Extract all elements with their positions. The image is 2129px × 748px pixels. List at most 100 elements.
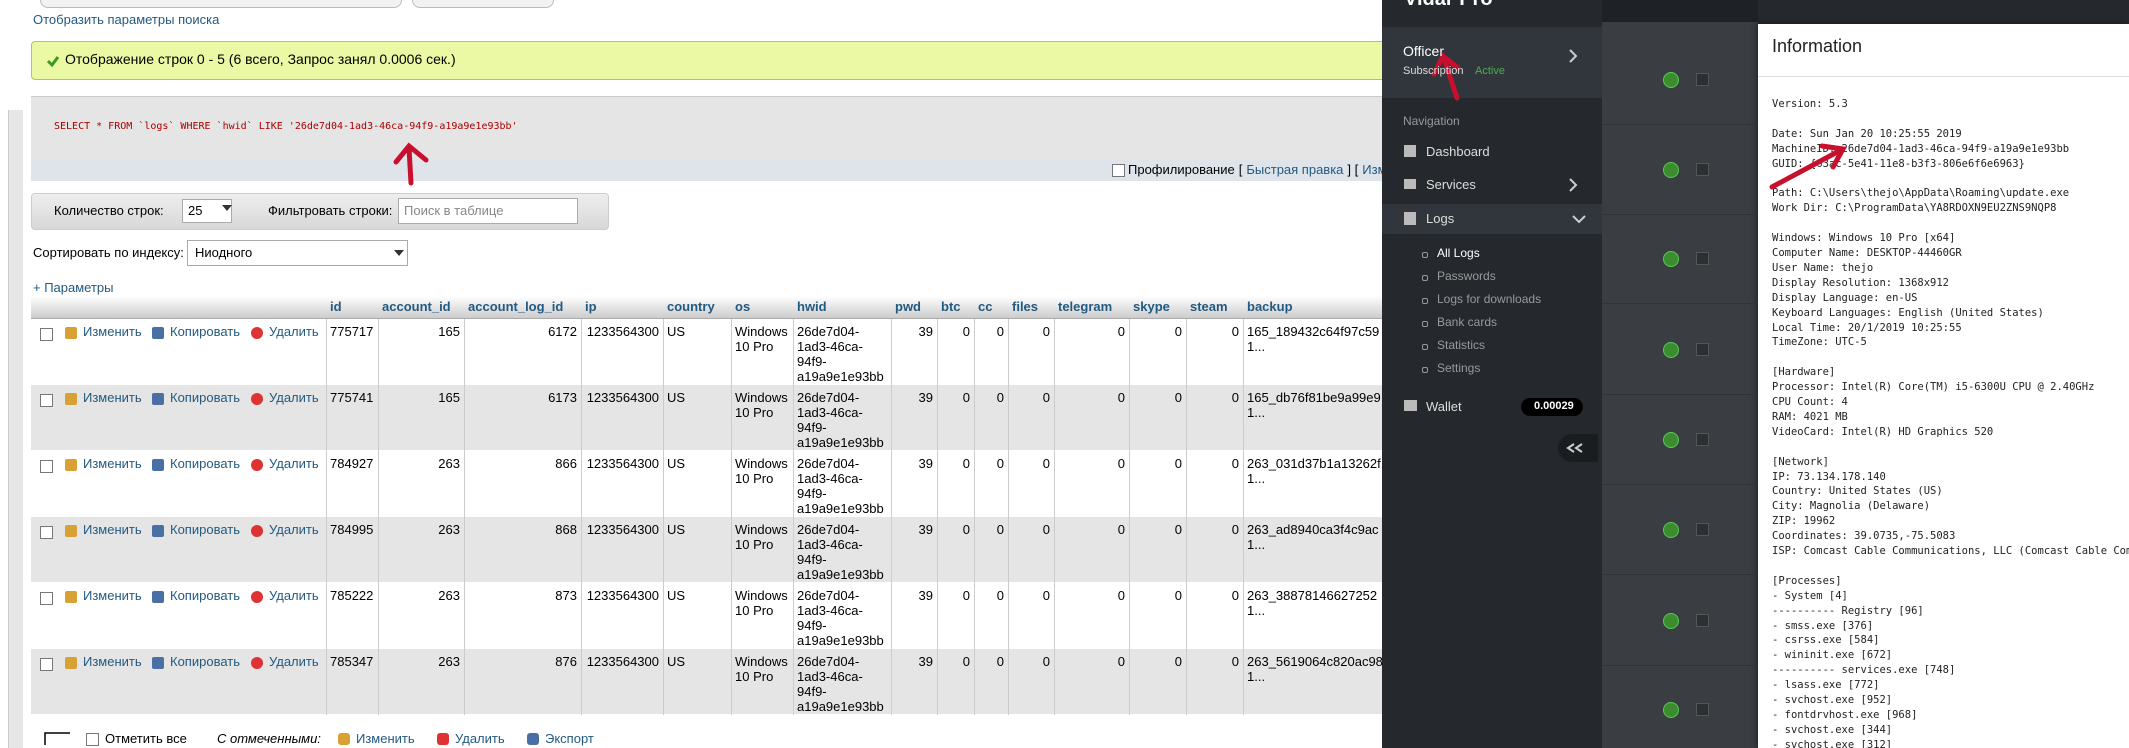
cell-border bbox=[937, 451, 938, 517]
column-header[interactable]: hwid bbox=[797, 299, 827, 314]
column-header[interactable]: cc bbox=[978, 299, 993, 314]
nav-item[interactable]: Services bbox=[1426, 177, 1476, 192]
sort-value[interactable]: Ниодного bbox=[195, 245, 253, 260]
active-item[interactable] bbox=[1382, 204, 1602, 234]
filter-label: Фильтровать строки: bbox=[268, 203, 393, 218]
checkbox[interactable] bbox=[86, 733, 99, 746]
option-text[interactable]: Быстрая правка bbox=[1246, 162, 1344, 177]
action-link[interactable]: Копировать bbox=[170, 324, 240, 339]
action-link[interactable]: Изменить bbox=[83, 324, 142, 339]
rows-value[interactable]: 25 bbox=[188, 203, 203, 218]
action-icon bbox=[251, 591, 263, 603]
row-checkbox[interactable] bbox=[1696, 703, 1709, 716]
cell: 0 bbox=[1231, 522, 1239, 537]
cell: 1... bbox=[1247, 537, 1266, 552]
options-link[interactable]: + Параметры bbox=[33, 280, 114, 295]
nav-item[interactable]: Logs bbox=[1426, 211, 1455, 226]
user-name[interactable]: Officer bbox=[1403, 43, 1444, 59]
column-header[interactable]: skype bbox=[1133, 299, 1170, 314]
action-link[interactable]: Копировать bbox=[170, 456, 240, 471]
footer-link[interactable]: Удалить bbox=[455, 731, 505, 746]
checkbox[interactable] bbox=[1112, 164, 1125, 177]
action-link[interactable]: Копировать bbox=[170, 588, 240, 603]
user-box[interactable] bbox=[1382, 27, 1602, 98]
collapse-button[interactable] bbox=[1558, 434, 1598, 462]
action-link[interactable]: Изменить bbox=[83, 390, 142, 405]
balance-badge bbox=[1521, 398, 1583, 416]
scrollbar[interactable] bbox=[8, 110, 23, 748]
action-link[interactable]: Удалить bbox=[269, 390, 319, 405]
row-checkbox[interactable] bbox=[40, 658, 53, 671]
action-link[interactable]: Изменить bbox=[83, 588, 142, 603]
action-link[interactable]: Изменить bbox=[83, 654, 142, 669]
action-link[interactable]: Копировать bbox=[170, 522, 240, 537]
cell: 0 bbox=[1174, 324, 1182, 339]
action-icon bbox=[65, 459, 77, 471]
sub-item[interactable]: Settings bbox=[1437, 361, 1481, 375]
action-link[interactable]: Удалить bbox=[269, 324, 319, 339]
cell-border bbox=[378, 517, 379, 583]
row-checkbox[interactable] bbox=[1696, 163, 1709, 176]
column-header[interactable]: files bbox=[1012, 299, 1039, 314]
row-checkbox[interactable] bbox=[40, 592, 53, 605]
select-arrow bbox=[394, 250, 404, 256]
cell: Windows 10 Pro bbox=[735, 522, 788, 552]
action-link[interactable]: Копировать bbox=[170, 390, 240, 405]
sub-item[interactable]: Bank cards bbox=[1437, 315, 1498, 329]
column-header[interactable]: pwd bbox=[895, 299, 921, 314]
column-header[interactable]: backup bbox=[1247, 299, 1293, 314]
cell: 263_031d37b1a13262f bbox=[1247, 456, 1381, 471]
action-link[interactable]: Удалить bbox=[269, 522, 319, 537]
action-link[interactable]: Копировать bbox=[170, 654, 240, 669]
footer-link[interactable]: Экспорт bbox=[545, 731, 594, 746]
column-header[interactable]: telegram bbox=[1058, 299, 1113, 314]
cell-border bbox=[1008, 451, 1009, 517]
row-checkbox[interactable] bbox=[40, 460, 53, 473]
search-link[interactable]: Отобразить параметры поиска bbox=[33, 12, 220, 27]
column-header[interactable]: btc bbox=[941, 299, 961, 314]
row-checkbox[interactable] bbox=[40, 526, 53, 539]
row-checkbox[interactable] bbox=[1696, 433, 1709, 446]
cell: 39 bbox=[918, 522, 933, 537]
column-header[interactable]: country bbox=[667, 299, 715, 314]
action-link[interactable]: Удалить bbox=[269, 654, 319, 669]
cell: 0 bbox=[1231, 456, 1239, 471]
column-header[interactable]: ip bbox=[585, 299, 597, 314]
cell: 26de7d04-1ad3-46ca-94f9-a19a9e1e93bb bbox=[797, 456, 884, 516]
cell: 165_189432c64f97c59 bbox=[1247, 324, 1380, 339]
column-header[interactable]: account_log_id bbox=[468, 299, 564, 314]
message: Отображение строк 0 - 5 (6 всего, Запрос… bbox=[65, 51, 456, 67]
column-header[interactable]: account_id bbox=[382, 299, 451, 314]
cell-border bbox=[891, 517, 892, 583]
rows-select[interactable] bbox=[182, 199, 232, 223]
row-checkbox[interactable] bbox=[1696, 73, 1709, 86]
row-checkbox[interactable] bbox=[1696, 343, 1709, 356]
filter-input[interactable] bbox=[398, 198, 578, 224]
row-checkbox[interactable] bbox=[1696, 252, 1709, 265]
check-all[interactable]: Отметить все bbox=[105, 731, 187, 746]
sort-select[interactable] bbox=[187, 240, 408, 266]
action-link[interactable]: Изменить bbox=[83, 522, 142, 537]
sub-item[interactable]: All Logs bbox=[1437, 246, 1480, 260]
filter-placeholder[interactable]: Поиск в таблице bbox=[404, 203, 504, 218]
column-header[interactable]: os bbox=[735, 299, 751, 314]
column-header[interactable]: steam bbox=[1190, 299, 1228, 314]
sub-item[interactable]: Statistics bbox=[1437, 338, 1486, 352]
wallet[interactable]: Wallet bbox=[1426, 399, 1462, 414]
cell-border bbox=[581, 517, 582, 583]
row-checkbox[interactable] bbox=[40, 394, 53, 407]
footer-link[interactable]: Изменить bbox=[356, 731, 415, 746]
nav-item[interactable]: Dashboard bbox=[1426, 144, 1490, 159]
action-icon bbox=[152, 657, 164, 669]
row-checkbox[interactable] bbox=[40, 328, 53, 341]
sub-item[interactable]: Passwords bbox=[1437, 269, 1496, 283]
action-link[interactable]: Удалить bbox=[269, 588, 319, 603]
action-link[interactable]: Изменить bbox=[83, 456, 142, 471]
option-text[interactable]: Изменить bbox=[1362, 162, 1382, 177]
cell-border bbox=[793, 451, 794, 517]
row-checkbox[interactable] bbox=[1696, 523, 1709, 536]
row-checkbox[interactable] bbox=[1696, 614, 1709, 627]
sub-item[interactable]: Logs for downloads bbox=[1437, 292, 1542, 306]
column-header[interactable]: id bbox=[330, 299, 342, 314]
action-link[interactable]: Удалить bbox=[269, 456, 319, 471]
